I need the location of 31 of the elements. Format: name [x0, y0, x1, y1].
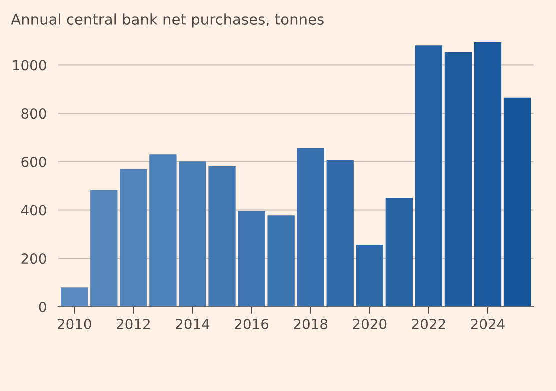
bar — [504, 98, 532, 307]
y-tick-label: 800 — [22, 108, 46, 120]
x-tick-label: 2010 — [58, 318, 92, 330]
x-tick-label: 2014 — [176, 318, 210, 330]
chart-title: Annual central bank net purchases, tonnes — [11, 14, 324, 28]
y-tick-label: 0 — [39, 302, 46, 312]
bar — [120, 169, 148, 307]
bar — [208, 166, 236, 307]
y-tick-label: 600 — [22, 156, 46, 168]
y-tick-label: 200 — [22, 254, 46, 264]
bar — [90, 190, 118, 307]
y-tick-label: 1000 — [13, 60, 46, 71]
bar — [326, 160, 354, 307]
x-tick-label: 2024 — [471, 318, 505, 330]
x-tick-label: 2018 — [294, 318, 328, 330]
bar — [150, 154, 177, 307]
x-tick-label: 2016 — [235, 318, 269, 330]
bar — [415, 46, 443, 307]
bar — [297, 148, 324, 307]
x-tick-label: 2012 — [117, 318, 150, 330]
bar — [474, 42, 502, 307]
y-tick-label: 400 — [21, 205, 46, 216]
x-tick-label: 2020 — [353, 318, 387, 330]
bar — [179, 162, 206, 307]
bar — [356, 245, 384, 307]
bar — [238, 211, 266, 307]
bar — [61, 288, 88, 307]
bar — [386, 198, 413, 307]
bar — [444, 52, 472, 307]
bar — [268, 216, 295, 307]
x-tick-label: 2022 — [412, 318, 446, 330]
